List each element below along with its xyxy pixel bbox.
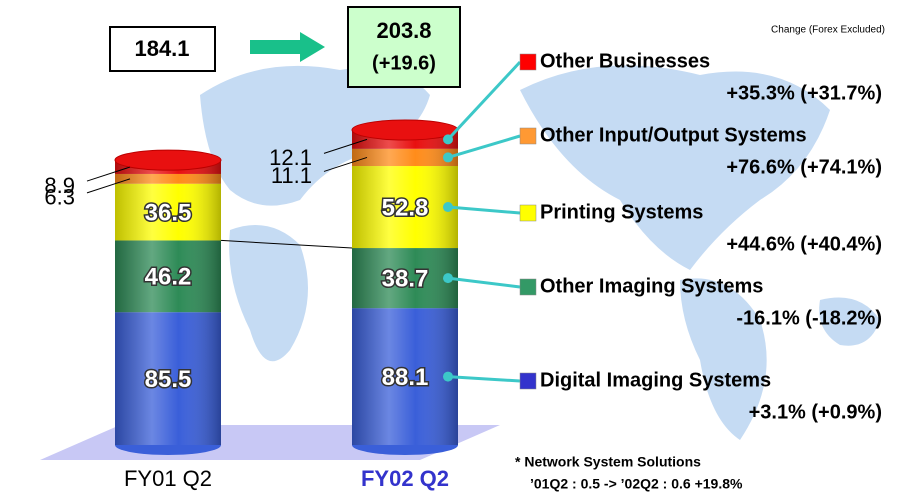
leader-line [86,178,131,194]
connector-dot [443,134,453,145]
legend-change: +35.3% (+31.7%) [726,82,882,104]
total-change: (+19.6) [372,52,436,74]
legend-label: Other Imaging Systems [540,275,763,297]
connector [447,205,521,215]
legend-label: Printing Systems [540,201,703,223]
legend-change: +76.6% (+74.1%) [726,156,882,178]
x-tick-label: FY01 Q2 [124,466,212,491]
cylinder-top [114,149,222,171]
footnote: * Network System Solutions [515,454,701,470]
value-label: 36.5 [145,199,192,226]
legend-change: +44.6% (+40.4%) [726,233,882,255]
legend-change: +3.1% (+0.9%) [749,401,882,423]
guide-line [220,239,353,249]
total-box [109,26,216,72]
value-label: 38.7 [382,265,429,292]
value-label: 6.3 [44,185,75,210]
connector [447,134,521,159]
connector-dot [443,273,453,284]
legend-label: Other Input/Output Systems [540,124,807,146]
world-map [200,65,880,440]
connector-dot [443,152,453,163]
legend-label: Other Businesses [540,50,710,72]
value-label: 88.1 [382,364,429,391]
legend-swatch [519,127,537,145]
legend-swatch [519,372,537,390]
value-label: 11.1 [271,163,312,188]
legend-swatch [519,204,537,222]
legend-swatch [519,278,537,296]
legend-swatch [519,53,537,71]
total-label: 203.8 [376,18,431,43]
value-label: 12.1 [269,145,312,170]
leader-line [323,156,368,172]
leader-line [323,138,368,154]
legend-label: Digital Imaging Systems [540,369,771,391]
total-box [347,6,461,88]
connector [446,60,522,141]
note: Change (Forex Excluded) [771,25,885,36]
value-label: 8.9 [44,173,75,198]
cylinder-top [351,119,459,141]
cylinder-shade [352,130,458,445]
connector [447,375,521,383]
connector [447,276,521,289]
value-label: 85.5 [145,366,192,393]
legend-change: -16.1% (-18.2%) [736,307,882,329]
x-tick-label: FY02 Q2 [361,466,449,491]
footnote: ’01Q2 : 0.5 -> ’02Q2 : 0.6 +19.8% [530,476,743,492]
leader-line [86,166,131,182]
value-label: 46.2 [145,264,192,291]
arrow [250,32,325,62]
connector-dot [443,202,453,213]
connector-dot [443,371,453,382]
cylinder-shade [115,160,221,446]
total-label: 184.1 [134,36,189,61]
value-label: 52.8 [382,194,429,221]
